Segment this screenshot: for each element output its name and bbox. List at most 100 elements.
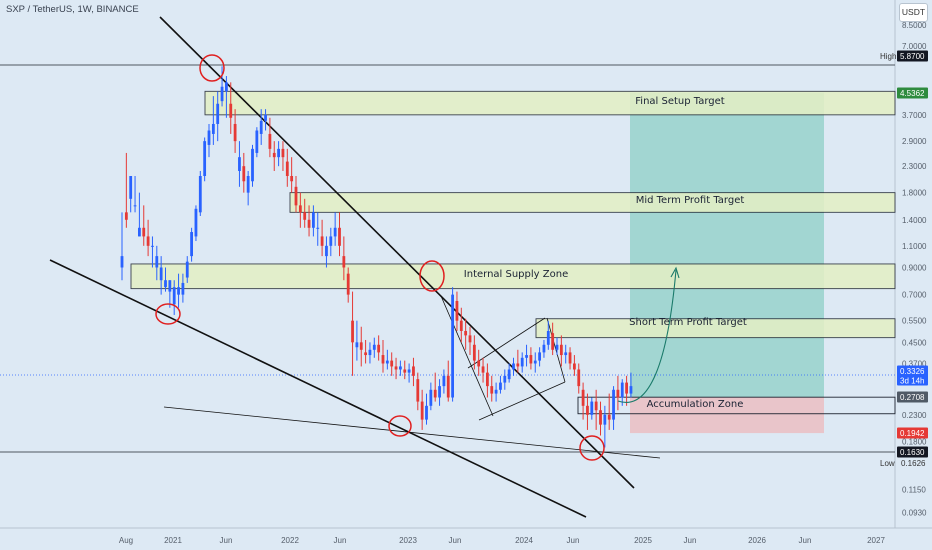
candle-body	[211, 123, 215, 134]
risk-zone	[630, 397, 824, 434]
currency-button[interactable]: USDT	[899, 3, 928, 22]
candle-body	[177, 287, 180, 295]
y-tick-label: 8.5000	[902, 21, 927, 30]
candle-body	[538, 352, 541, 361]
x-tick-label: Aug	[119, 536, 133, 545]
candle-body	[512, 363, 515, 370]
y-tick-label: 1.4000	[902, 216, 927, 225]
candle-body	[429, 389, 433, 406]
candle-body	[259, 120, 263, 134]
candle-body	[555, 344, 559, 350]
trend-line[interactable]	[478, 381, 566, 421]
candle-body	[138, 227, 141, 237]
candle-body	[490, 386, 494, 394]
zone-box[interactable]	[130, 263, 896, 290]
candle-body	[264, 114, 267, 121]
x-tick-label: 2021	[164, 536, 182, 545]
candle-body	[412, 366, 415, 376]
candle-body	[229, 103, 233, 118]
candle-body	[503, 375, 507, 383]
candle-body	[616, 389, 620, 398]
zone-label: Accumulation Zone	[647, 399, 744, 410]
candle-body	[268, 133, 272, 149]
candle-body	[433, 389, 437, 398]
zone-box[interactable]	[535, 318, 896, 339]
candle-body	[172, 287, 176, 305]
trend-line[interactable]	[546, 317, 566, 383]
candle-body	[625, 382, 628, 394]
candle-body	[472, 344, 476, 361]
candle-body	[325, 245, 328, 257]
candle-body	[573, 363, 576, 370]
candle-body	[459, 320, 463, 331]
x-tick-label: 2027	[867, 536, 885, 545]
zone-box[interactable]	[204, 90, 896, 116]
price-tag	[897, 446, 928, 458]
candle-body	[559, 344, 563, 356]
candle-body	[181, 282, 185, 295]
x-tick-label: 2025	[634, 536, 652, 545]
trend-line[interactable]	[49, 259, 587, 518]
candle-body	[368, 349, 372, 356]
candle-body	[481, 366, 485, 373]
candle-body	[246, 175, 250, 193]
candle-body	[407, 369, 411, 373]
candle-body	[381, 355, 385, 364]
candle-body	[455, 300, 459, 321]
candle-body	[312, 212, 315, 228]
price-tag	[897, 427, 928, 439]
candle-body	[599, 410, 602, 425]
y-tick-label: 3.7000	[902, 111, 927, 120]
candle-body	[529, 355, 533, 364]
annotation-circle	[155, 303, 181, 325]
trend-line[interactable]	[159, 16, 635, 489]
candle-body	[520, 357, 524, 367]
candle-body	[255, 130, 259, 153]
zone-box[interactable]	[289, 192, 896, 213]
candle-body	[620, 382, 624, 398]
candle-body	[272, 152, 276, 158]
candle-body	[307, 219, 311, 228]
price-tag-label: Low	[880, 459, 895, 468]
candle-body	[225, 82, 228, 92]
zone-box[interactable]	[577, 396, 896, 415]
candle-body	[629, 386, 633, 394]
candle-body	[533, 360, 537, 364]
candle-body	[372, 344, 376, 350]
y-tick-label: 0.7000	[902, 291, 927, 300]
candle-body	[338, 227, 341, 246]
candle-body	[425, 405, 428, 420]
candle-body	[499, 382, 502, 390]
candle-body	[355, 342, 359, 348]
candle-body	[486, 372, 489, 387]
price-tag-value: 0.2708	[900, 393, 925, 402]
x-tick-label: Jun	[449, 536, 462, 545]
candle-body	[516, 363, 520, 367]
candle-body	[442, 375, 446, 387]
candle-body	[251, 148, 254, 182]
trend-line[interactable]	[163, 406, 661, 459]
trend-line[interactable]	[467, 317, 546, 369]
y-tick-label: 0.4500	[902, 338, 927, 347]
price-tag-value: 0.3326	[900, 367, 925, 376]
price-tag-value: 0.1942	[900, 429, 925, 438]
y-tick-label: 0.5500	[902, 317, 927, 326]
price-tag	[897, 365, 928, 386]
candle-body	[577, 369, 581, 387]
candle-body	[399, 366, 402, 370]
candle-body	[581, 389, 585, 406]
trend-line[interactable]	[440, 295, 494, 417]
candle-body	[316, 227, 320, 229]
y-tick-label: 7.0000	[902, 42, 927, 51]
annotation-circle	[419, 260, 445, 292]
candle-body	[612, 389, 615, 420]
candle-body	[203, 141, 207, 176]
candle-body	[233, 123, 237, 142]
candle-body	[403, 369, 407, 373]
projection-arrow	[617, 269, 677, 403]
candle-body	[342, 256, 346, 268]
candle-body	[546, 330, 550, 345]
candle-body	[168, 280, 172, 292]
